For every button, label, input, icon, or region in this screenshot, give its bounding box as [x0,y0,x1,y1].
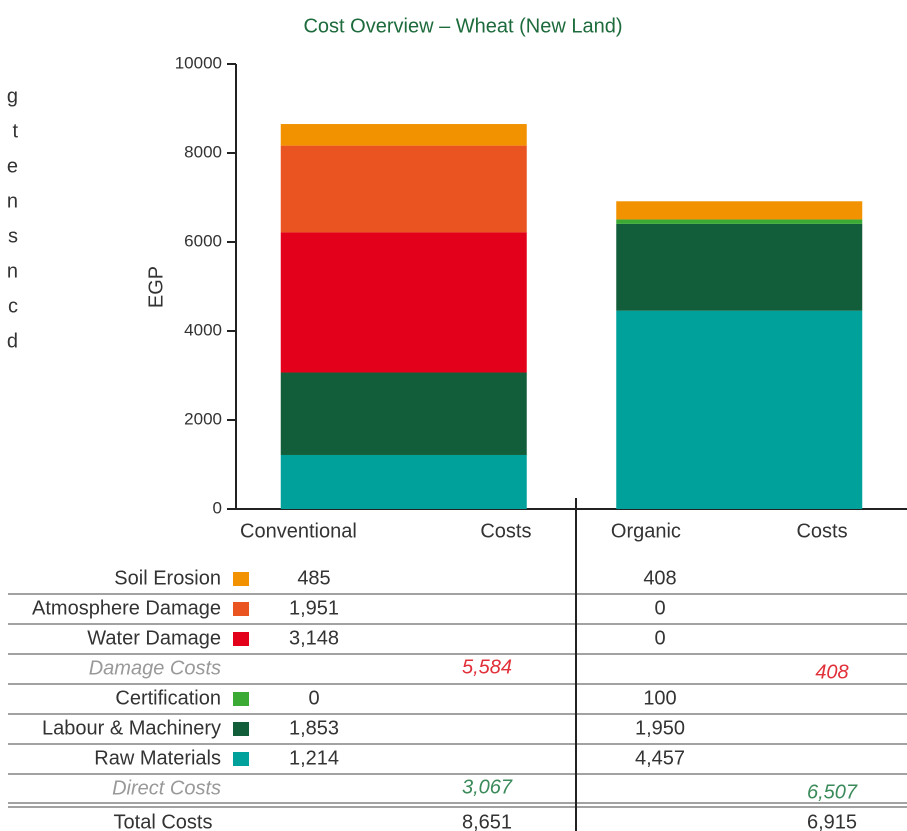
total-label: Total Costs [114,811,213,831]
subtotal-label: Direct Costs [112,777,221,799]
legend-label: Water Damage [87,627,221,649]
table-value: 1,214 [289,747,339,769]
legend-label: Atmosphere Damage [32,597,221,619]
side-text: t [12,120,18,142]
table-value: 1,950 [635,717,685,739]
table-value: 0 [654,597,665,619]
table-value: 1,951 [289,597,339,619]
subtotal-label: Damage Costs [89,657,221,679]
subtotal-value: 6,507 [807,781,858,803]
y-tick-label: 8000 [184,142,222,161]
subtotal-value: 3,067 [462,776,513,798]
table-value: 0 [654,627,665,649]
y-tick-label: 4000 [184,320,222,339]
side-text: e [7,155,18,177]
legend-swatch [233,572,249,586]
legend-label: Raw Materials [94,747,221,769]
bar-segment [280,232,527,373]
side-text: n [7,190,18,212]
total-value: 6,915 [807,811,857,831]
legend-swatch [233,722,249,736]
legend-swatch [233,602,249,616]
bar-segment [280,145,527,233]
table-value: 4,457 [635,747,685,769]
legend-label: Certification [115,687,221,709]
legend-label: Soil Erosion [114,567,221,589]
y-tick-label: 10000 [175,53,222,72]
side-text: c [8,295,18,317]
side-text: d [7,330,18,352]
side-text: g [7,85,18,107]
total-value: 8,651 [462,811,512,831]
table-value: 408 [643,567,676,589]
legend-label: Labour & Machinery [42,717,221,739]
bar-segment [280,372,527,455]
subtotal-value: 408 [815,661,848,683]
y-tick-label: 6000 [184,231,222,250]
table-value: 1,853 [289,717,339,739]
bar-segment [280,454,527,509]
x-tick-label: Conventional Costs [240,520,531,542]
bar-segment [616,219,863,224]
side-text: n [7,260,18,282]
x-tick-label: Organic Costs [611,520,848,542]
subtotal-value: 5,584 [462,656,512,678]
table-value: 485 [297,567,330,589]
bar-segment [616,223,863,311]
legend-swatch [233,692,249,706]
y-tick-label: 0 [213,498,222,517]
legend-swatch [233,752,249,766]
y-tick-label: 2000 [184,409,222,428]
legend-swatch [233,632,249,646]
table-value: 3,148 [289,627,339,649]
side-text: s [8,225,18,247]
table-value: 100 [643,687,676,709]
table-value: 0 [308,687,319,709]
chart-title: Cost Overview – Wheat (New Land) [303,15,622,37]
y-axis-label: EGP [145,266,167,308]
bar-segment [280,124,527,146]
bar-segment [616,310,863,509]
bar-segment [616,201,863,220]
